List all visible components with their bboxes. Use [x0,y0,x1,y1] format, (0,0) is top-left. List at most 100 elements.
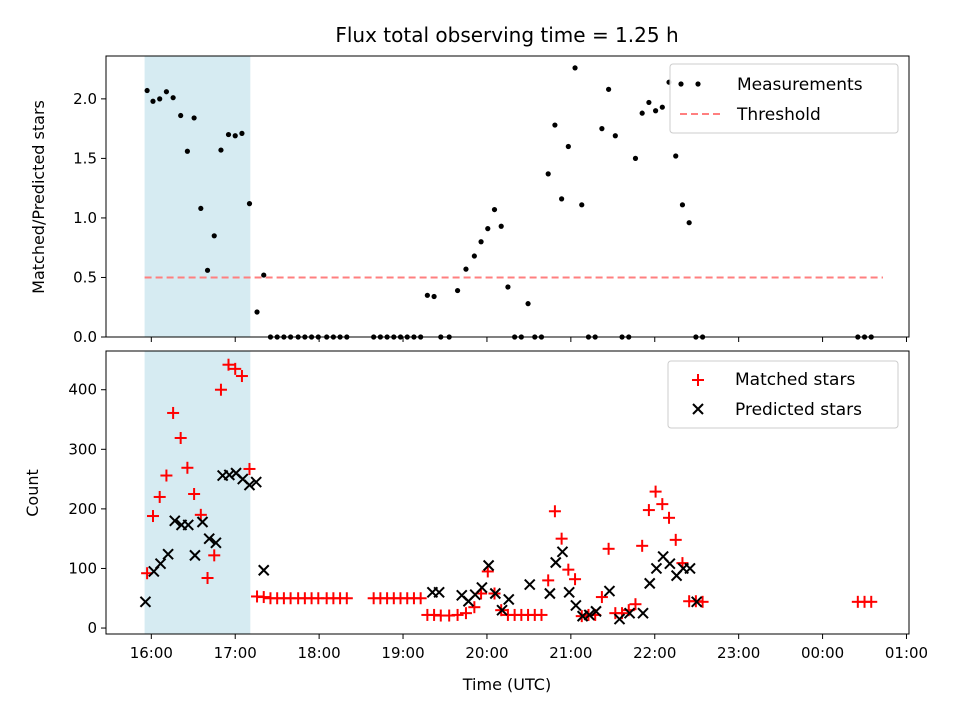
predicted-star-point [496,604,508,616]
measurement-point [559,196,565,202]
matched-star-point [542,574,555,587]
matched-star-point [595,591,608,604]
y-tick-label: 400 [68,381,97,399]
matched-star-point [548,505,561,518]
count-legend: Matched stars Predicted stars [667,360,899,429]
ratio-highlight-span [144,56,251,337]
x-tick-label: 18:00 [298,644,341,662]
y-tick-label: 0 [87,619,97,637]
measurement-point [431,293,437,300]
matched-star-point [181,461,194,474]
matched-star-point [229,362,242,375]
predicted-star-point [258,564,270,576]
predicted-star-point [189,549,201,562]
measurement-point [659,104,665,110]
ratio-panel: 0.00.51.01.52.0 Matched/Predicted stars … [29,55,910,346]
predicted-star-point [243,479,256,491]
matched-star-point [201,571,214,584]
legend-predicted-marker [692,403,704,415]
y-tick-label: 0.0 [73,328,97,346]
x-tick-label: 16:00 [130,644,173,662]
matched-star-point [153,490,166,503]
predicted-star-point [210,537,222,549]
matched-star-point [174,431,187,444]
predicted-star-point [590,605,602,618]
measurement-point [572,65,578,71]
measurement-point [232,133,238,139]
matched-star-point [459,607,472,620]
matched-star-point [629,598,642,611]
x-tick-label: 23:00 [717,644,760,662]
ratio-y-axis-label: Matched/Predicted stars [29,100,48,294]
measurement-point [163,89,170,95]
predicted-star-point [476,581,488,594]
predicted-star-point [570,599,582,612]
predicted-star-point [664,557,676,570]
matched-star-point [167,406,180,419]
measurement-point [157,96,163,102]
matched-star-point [414,592,427,605]
matched-star-point [669,533,682,546]
y-tick-label: 0.5 [73,268,97,286]
matched-star-point [642,504,655,517]
measurement-point [525,301,531,307]
predicted-star-point [623,607,636,619]
matched-star-point [569,573,582,586]
legend-matched-label: Matched stars [735,370,855,390]
matched-star-point [636,539,649,552]
matched-star-point [257,591,270,604]
predicted-star-point [691,596,703,608]
measurement-point [639,110,645,116]
measurement-point [471,253,477,259]
measurement-point [170,95,176,101]
x-tick-label: 22:00 [633,644,676,662]
matched-star-point [222,358,235,371]
measurement-point [184,148,190,154]
predicted-star-point [196,516,209,528]
matched-star-point [194,508,207,521]
predicted-star-point [433,586,445,599]
ratio-legend: Measurements Threshold [669,63,899,134]
count-legend-box [667,360,899,429]
x-tick-label: 01:00 [885,644,928,662]
measurement-point [579,202,585,208]
measurement-point [239,130,245,136]
matched-star-point [696,595,709,608]
matched-star-point [865,595,878,608]
measurement-point [545,171,551,177]
legend-threshold-label: Threshold [736,105,821,125]
measurement-point [454,287,461,294]
measurement-point [261,272,267,278]
matched-star-point [160,469,173,482]
predicted-star-point [203,532,215,545]
measurement-point [178,112,184,119]
predicted-star-point [684,562,696,575]
legend-measurements-marker [678,81,684,87]
predicted-star-point [556,546,569,558]
measurement-point [485,226,491,232]
y-tick-label: 1.0 [73,209,97,227]
predicted-star-point [544,587,556,600]
x-axis-label: Time (UTC) [462,675,551,694]
count-plot-frame [105,350,910,635]
predicted-star-point [613,613,626,625]
predicted-star-point [637,607,649,619]
count-panel: 16:00 17:00 18:00 19:00 20:00 21:00 22:00 23:00… [23,350,928,694]
legend-measurements-marker [695,81,701,87]
y-tick-label: 2.0 [73,90,97,108]
measurement-point [225,131,232,138]
matched-star-point [146,510,159,523]
predicted-star-point [162,548,174,560]
measurement-point [218,147,224,153]
y-tick-label: 300 [68,440,97,458]
predicted-star-point [139,596,152,608]
measurement-point [599,126,605,132]
matched-star-point [208,549,221,562]
y-tick-label: 1.5 [73,149,97,167]
measurement-point [478,239,484,245]
measurement-point [652,108,659,114]
matched-star-point [340,592,353,605]
measurement-point [606,86,612,92]
matched-star-point [535,608,548,621]
